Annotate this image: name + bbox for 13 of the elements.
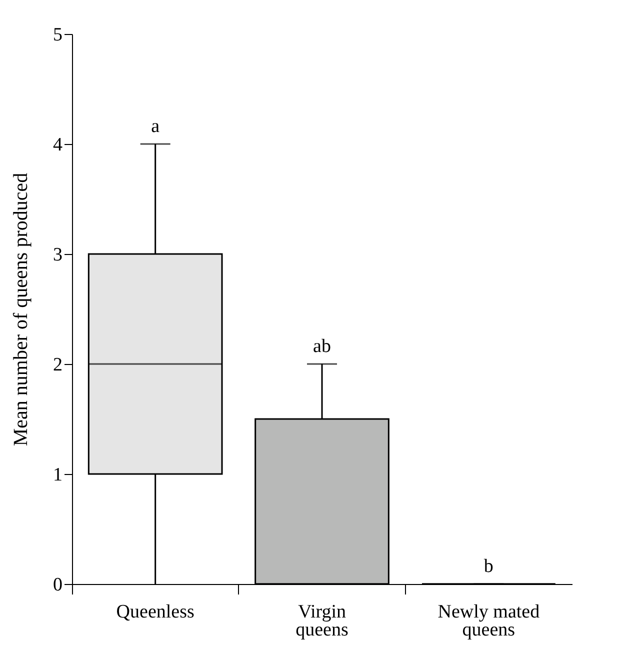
y-tick-label: 0 xyxy=(53,574,62,596)
y-tick-label: 4 xyxy=(53,134,63,156)
y-tick-label: 2 xyxy=(53,354,62,376)
y-axis-title: Mean number of queens produced xyxy=(10,172,32,446)
annotation: ab xyxy=(313,336,331,357)
x-tick-label: Virgin queens xyxy=(296,602,348,640)
y-tick-label: 1 xyxy=(53,464,62,486)
y-tick-label: 3 xyxy=(53,244,62,266)
x-tick-label: Newly mated queens xyxy=(438,602,540,640)
y-tick-label: 5 xyxy=(53,24,62,46)
annotation: a xyxy=(151,116,160,137)
x-tick-label: Queenless xyxy=(116,602,194,622)
annotation: b xyxy=(484,556,494,577)
